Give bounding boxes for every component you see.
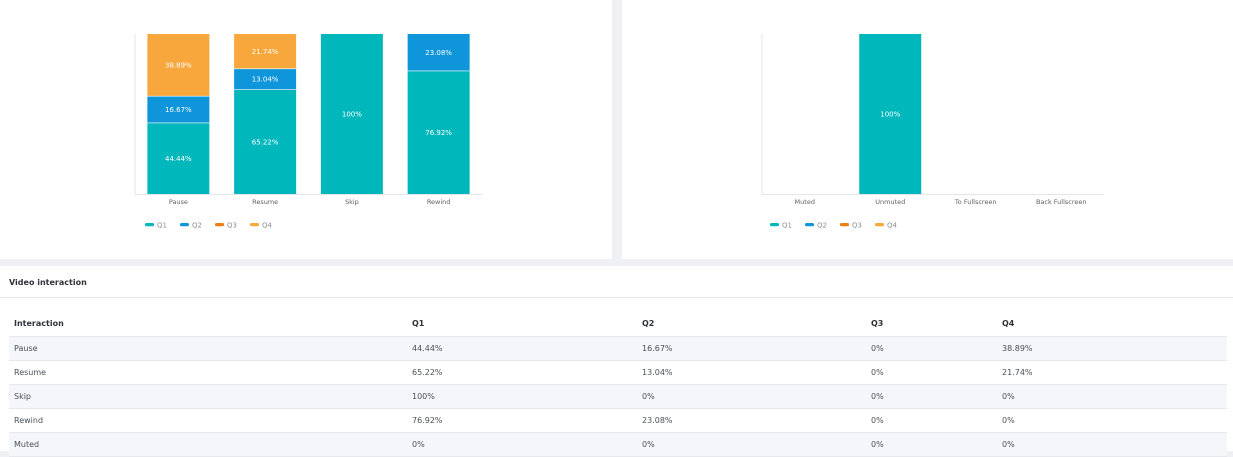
table-row: Rewind 76.92% 23.08% 0% 0% <box>9 408 1227 432</box>
bar-segment-rewind-q2[interactable] <box>407 34 470 71</box>
legend-label: Q1 <box>782 222 792 230</box>
stacked-bar-chart-interactions: 44.44% 16.67% 38.89% Pause 65.22% 13.04% 21.74… <box>134 34 482 230</box>
data-label: 21.74% <box>252 48 279 56</box>
header-q1[interactable]: Q1 <box>412 319 425 328</box>
cell-q1: 0% <box>412 440 425 449</box>
data-label: 44.44% <box>165 155 192 163</box>
cell-q4: 0% <box>1002 416 1015 425</box>
cell-q3: 0% <box>871 392 884 401</box>
cell-q2: 16.67% <box>642 344 673 353</box>
cell-q4: 21.74% <box>1002 368 1033 377</box>
legend-item-q4[interactable]: Q4 <box>875 222 898 230</box>
x-tick-label: Skip <box>345 198 359 206</box>
cell-interaction: Rewind <box>14 416 44 425</box>
table-row: Resume 65.22% 13.04% 0% 21.74% <box>9 360 1227 384</box>
legend-swatch <box>840 223 849 227</box>
cell-q3: 0% <box>871 416 884 425</box>
bar-segment-resume-q1[interactable] <box>234 89 297 194</box>
legend-item-q3[interactable]: Q3 <box>215 222 237 230</box>
video-interaction-table: Interaction Q1 Q2 Q3 Q4 Pause 44.44% 16.… <box>9 312 1227 457</box>
cell-q1: 65.22% <box>412 368 443 377</box>
cell-q2: 0% <box>642 392 655 401</box>
header-q2[interactable]: Q2 <box>642 319 655 328</box>
header-q3[interactable]: Q3 <box>871 319 884 328</box>
x-tick-label: Resume <box>252 198 278 206</box>
bar-segment-pause-q1[interactable] <box>147 122 210 194</box>
chart-panel-left: 44.44% 16.67% 38.89% Pause 65.22% 13.04% 21.74… <box>0 0 612 259</box>
bar-segment-resume-q4[interactable] <box>234 34 297 69</box>
legend-label: Q3 <box>852 222 862 230</box>
table-row: Muted 0% 0% 0% 0% <box>9 432 1227 457</box>
legend-item-q3[interactable]: Q3 <box>840 222 862 230</box>
legend-label: Q4 <box>262 222 273 230</box>
header-q4[interactable]: Q4 <box>1002 319 1015 328</box>
table-row: Skip 100% 0% 0% 0% <box>9 384 1227 408</box>
x-tick-label: Back Fullscreen <box>1036 198 1087 206</box>
cell-q1: 44.44% <box>412 344 443 353</box>
cell-q2: 23.08% <box>642 416 673 425</box>
x-tick-label: Muted <box>795 198 815 206</box>
cell-q3: 0% <box>871 440 884 449</box>
cell-interaction: Resume <box>14 368 47 377</box>
video-interaction-panel: Video interaction Interaction Q1 Q2 Q3 Q… <box>0 266 1233 457</box>
header-interaction[interactable]: Interaction <box>14 319 64 328</box>
data-label: 16.67% <box>165 106 192 114</box>
data-label: 76.92% <box>425 129 452 137</box>
legend-swatch <box>145 223 154 227</box>
cell-q2: 0% <box>642 440 655 449</box>
legend-item-q1[interactable]: Q1 <box>770 222 792 230</box>
legend-swatch <box>805 223 814 227</box>
bar-segment-pause-q4[interactable] <box>147 34 210 97</box>
legend-label: Q2 <box>192 222 202 230</box>
data-label: 100% <box>342 111 362 119</box>
x-tick-label: Unmuted <box>875 198 905 206</box>
data-label: 13.04% <box>252 76 279 84</box>
stacked-bar-chart-audio-fullscreen: Muted 100% Unmuted To Fullscreen Back Fullsc… <box>761 34 1104 230</box>
legend-label: Q2 <box>817 222 827 230</box>
x-tick-label: To Fullscreen <box>954 198 997 206</box>
chart-panel-right: Muted 100% Unmuted To Fullscreen Back Fullsc… <box>622 0 1233 259</box>
cell-q1: 100% <box>412 392 435 401</box>
cell-q4: 38.89% <box>1002 344 1033 353</box>
legend-swatch <box>875 223 884 227</box>
bar-segment-rewind-q1[interactable] <box>407 70 470 194</box>
cell-interaction: Muted <box>14 440 40 449</box>
legend-item-q1[interactable]: Q1 <box>145 222 167 230</box>
cell-interaction: Skip <box>14 392 32 401</box>
legend-swatch <box>215 223 224 227</box>
cell-interaction: Pause <box>14 344 38 353</box>
x-tick-label: Pause <box>169 198 188 206</box>
legend-item-q4[interactable]: Q4 <box>250 222 273 230</box>
bar-segment-unmuted-q1[interactable] <box>859 34 922 194</box>
legend-swatch <box>770 223 779 227</box>
table-header-row: Interaction Q1 Q2 Q3 Q4 <box>9 312 1227 336</box>
legend-label: Q3 <box>227 222 237 230</box>
legend-swatch <box>250 223 259 227</box>
cell-q4: 0% <box>1002 392 1015 401</box>
data-label: 100% <box>880 111 900 119</box>
x-tick-label: Rewind <box>427 198 451 206</box>
divider <box>0 297 1233 298</box>
legend-item-q2[interactable]: Q2 <box>805 222 827 230</box>
legend-item-q2[interactable]: Q2 <box>180 222 202 230</box>
cell-q1: 76.92% <box>412 416 443 425</box>
data-label: 38.89% <box>165 62 192 70</box>
legend-label: Q4 <box>887 222 898 230</box>
data-label: 23.08% <box>425 49 452 57</box>
cell-q4: 0% <box>1002 440 1015 449</box>
table-row: Pause 44.44% 16.67% 0% 38.89% <box>9 336 1227 360</box>
legend-swatch <box>180 223 189 227</box>
cell-q3: 0% <box>871 368 884 377</box>
cell-q2: 13.04% <box>642 368 673 377</box>
data-label: 65.22% <box>252 138 279 146</box>
bar-segment-resume-q2[interactable] <box>234 68 297 90</box>
bar-segment-pause-q2[interactable] <box>147 96 210 123</box>
bar-segment-skip-q1[interactable] <box>320 34 383 194</box>
cell-q3: 0% <box>871 344 884 353</box>
table-title: Video interaction <box>9 278 87 287</box>
legend-label: Q1 <box>157 222 167 230</box>
